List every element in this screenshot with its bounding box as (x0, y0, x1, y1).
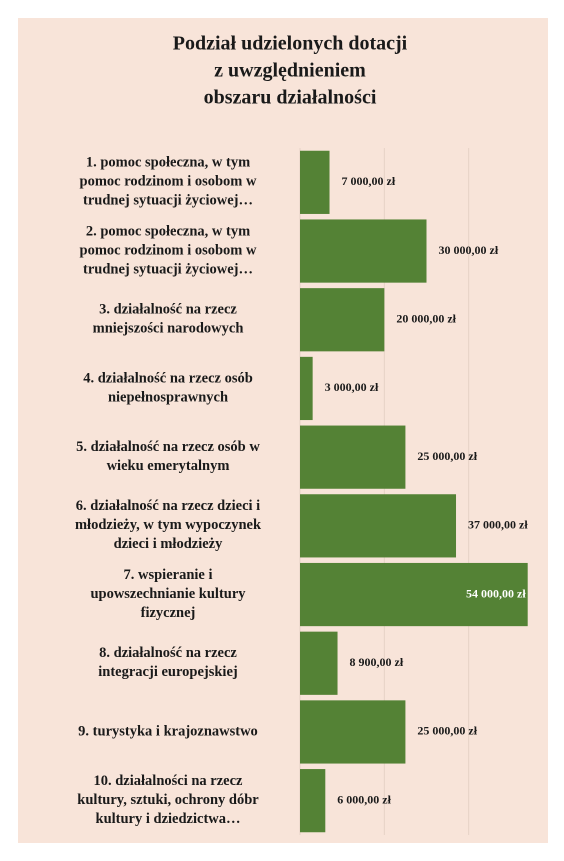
bar (300, 631, 338, 695)
category-label: młodzieży, w tym wypoczynek (75, 517, 262, 533)
bar (300, 288, 385, 352)
data-label: 6 000,00 zł (337, 792, 391, 806)
data-label: 3 000,00 zł (325, 380, 379, 394)
category-label: 8. działalność na rzecz (99, 645, 237, 661)
category-label: pomoc rodzinom i osobom w (80, 242, 257, 258)
category-label: 10. działalności na rzecz (93, 773, 243, 789)
category-label: trudnej sytuacji życiowej… (83, 261, 253, 277)
category-label: fizycznej (141, 605, 196, 621)
data-label: 7 000,00 zł (342, 174, 396, 188)
bar (300, 562, 528, 627)
bar (300, 219, 427, 283)
category-label: 3. działalność na rzecz (99, 302, 237, 318)
data-label: 25 000,00 zł (417, 724, 477, 738)
category-label: pomoc rodzinom i osobom w (80, 174, 257, 190)
category-label: 9. turystyka i krajoznawstwo (78, 723, 258, 739)
chart-title: obszaru działalności (204, 87, 377, 109)
category-label: integracji europejskiej (98, 664, 237, 680)
bar (300, 494, 457, 558)
data-label: 37 000,00 zł (468, 518, 528, 532)
category-label: dzieci i młodzieży (114, 536, 223, 552)
data-label: 20 000,00 zł (396, 312, 456, 326)
category-label: 4. działalność na rzecz osób (83, 370, 253, 386)
category-label: 6. działalność na rzecz dzieci i (76, 498, 260, 514)
category-label: 5. działalność na rzecz osób w (76, 439, 260, 455)
category-label: kultury i dziedzictwa… (96, 811, 241, 827)
chart-background (18, 18, 548, 843)
data-label: 8 900,00 zł (350, 655, 404, 669)
bar (300, 700, 406, 764)
bar (300, 356, 313, 421)
category-label: 7. wspieranie i (123, 567, 212, 583)
chart-title: Podział udzielonych dotacji (173, 33, 408, 55)
bar (300, 769, 326, 833)
category-label: wieku emerytalnym (107, 458, 230, 474)
bar (300, 150, 330, 214)
bar (300, 425, 406, 489)
data-label: 30 000,00 zł (439, 243, 499, 257)
category-label: 1. pomoc społeczna, w tym (86, 155, 250, 171)
category-label: upowszechnianie kultury (90, 586, 246, 602)
data-label: 54 000,00 zł (466, 586, 526, 600)
category-label: mniejszości narodowych (93, 321, 244, 337)
category-label: niepełnosprawnych (108, 389, 228, 405)
category-label: trudnej sytuacji życiowej… (83, 193, 253, 209)
category-label: 2. pomoc społeczna, w tym (86, 223, 250, 239)
data-label: 25 000,00 zł (417, 449, 477, 463)
chart-title: z uwzględnieniem (214, 60, 366, 82)
category-label: kultury, sztuki, ochrony dóbr (77, 792, 259, 808)
